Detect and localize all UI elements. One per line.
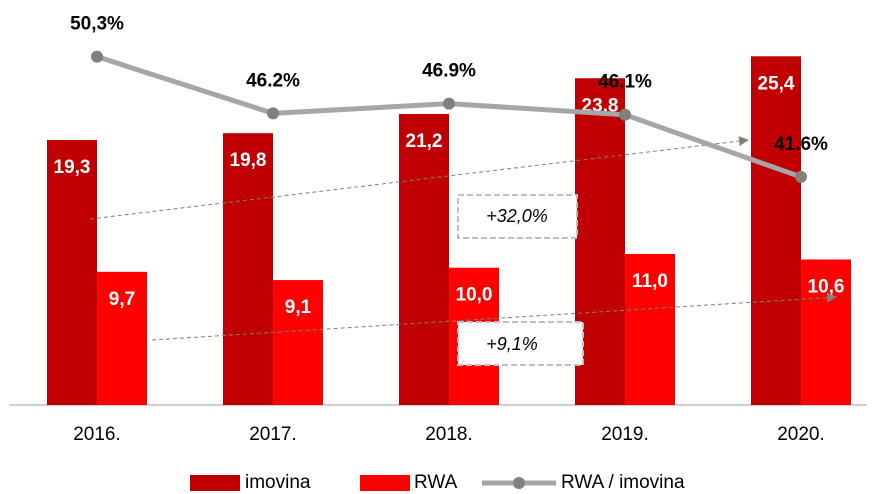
annotation: +32,0%	[486, 206, 548, 226]
x-tick-label: 2018.	[425, 424, 473, 445]
ratio-point	[619, 108, 631, 121]
trend-arrow	[151, 292, 837, 341]
bar	[399, 113, 449, 405]
ratio-point	[795, 170, 807, 183]
trend-arrow	[89, 136, 749, 220]
bar-value-label: 10,6	[808, 276, 845, 297]
x-tick-label: 2020.	[777, 424, 825, 445]
bar	[223, 133, 273, 405]
bar	[47, 140, 97, 405]
ratio-value-label: 50,3%	[70, 14, 124, 35]
bar	[801, 259, 851, 405]
bar-value-label: 9,1	[285, 297, 312, 318]
ratio-value-label: 46.9%	[422, 61, 476, 82]
bar-value-label: 9,7	[109, 289, 135, 310]
bar-value-label: 10,0	[456, 285, 493, 306]
ratio-value-label: 41.6%	[774, 134, 828, 155]
ratio-value-label: 46.1%	[598, 72, 652, 93]
bar-value-label: 11,0	[632, 271, 668, 292]
legend-label: imovina	[245, 472, 311, 493]
ratio-point	[91, 50, 103, 63]
annotation: +9,1%	[486, 334, 538, 354]
legend-label: RWA / imovina	[561, 472, 685, 493]
annotation-box	[457, 321, 584, 366]
ratio-point	[443, 97, 455, 110]
bar-value-label: 21,2	[406, 131, 443, 152]
bar-value-label: 19,3	[54, 157, 91, 178]
x-tick-label: 2019.	[601, 424, 649, 445]
legend-dot	[513, 477, 525, 489]
x-tick-label: 2016.	[73, 424, 121, 445]
bar	[625, 253, 675, 405]
bar	[751, 56, 801, 405]
legend-swatch	[190, 475, 240, 491]
legend-swatch	[360, 475, 410, 491]
legend-label: RWA	[414, 472, 458, 493]
annotation-box	[457, 194, 578, 239]
bar-value-label: 25,4	[758, 73, 795, 94]
ratio-value-label: 46.2%	[246, 70, 300, 91]
bar-value-label: 19,8	[230, 150, 267, 171]
bar	[273, 280, 323, 405]
x-tick-label: 2017.	[249, 424, 297, 445]
ratio-point	[267, 107, 279, 120]
bar	[97, 271, 147, 405]
